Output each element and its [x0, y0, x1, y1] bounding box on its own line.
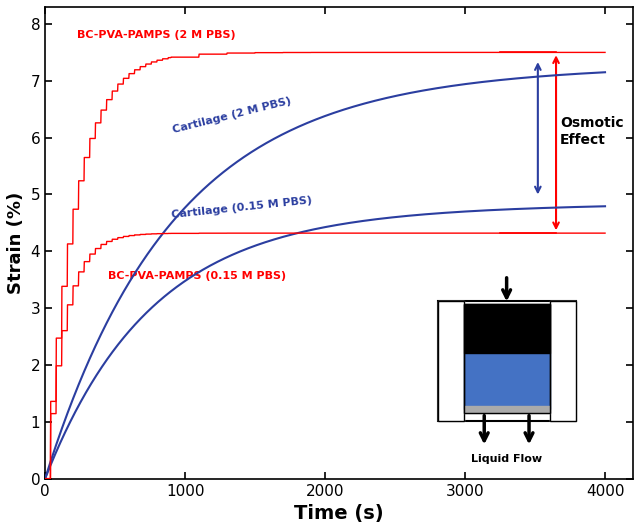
X-axis label: Time (s): Time (s) — [294, 504, 384, 523]
Text: Osmotic
Effect: Osmotic Effect — [560, 116, 624, 146]
Text: BC-PVA-PAMPS (2 M PBS): BC-PVA-PAMPS (2 M PBS) — [77, 30, 236, 40]
Text: Cartilage (0.15 M PBS): Cartilage (0.15 M PBS) — [171, 196, 313, 220]
Text: BC-PVA-PAMPS (0.15 M PBS): BC-PVA-PAMPS (0.15 M PBS) — [108, 271, 286, 281]
Text: Cartilage (2 M PBS): Cartilage (2 M PBS) — [171, 95, 291, 135]
Y-axis label: Strain (%): Strain (%) — [7, 192, 25, 294]
